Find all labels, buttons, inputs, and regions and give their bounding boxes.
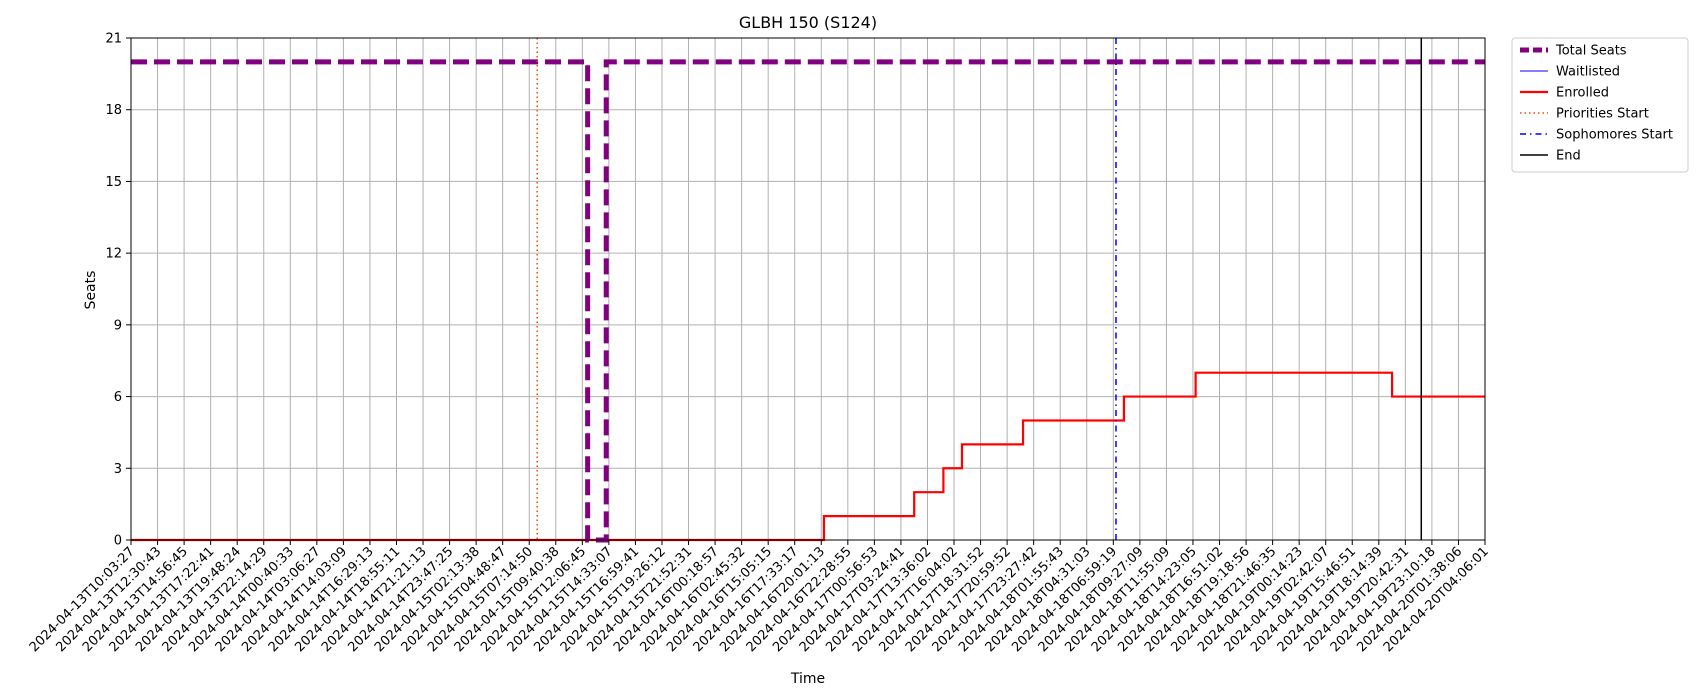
- y-axis-title: Seats: [83, 271, 99, 310]
- legend-label-end: End: [1556, 149, 1581, 164]
- legend-label-enrolled: Enrolled: [1556, 86, 1609, 101]
- y-tick-label: 12: [105, 247, 122, 262]
- y-tick-label: 21: [105, 32, 122, 47]
- x-axis: 2024-04-13T10:03:272024-04-13T12:30:4320…: [27, 540, 1492, 655]
- legend-label-sophomores-start: Sophomores Start: [1556, 128, 1673, 143]
- legend-box: [1511, 37, 1689, 173]
- y-tick-label: 0: [114, 534, 122, 549]
- chart-title: GLBH 150 (S124): [739, 13, 877, 32]
- legend-label-total-seats: Total Seats: [1555, 44, 1627, 59]
- grid: [130, 37, 1486, 541]
- series-enrolled: [131, 371, 1485, 542]
- y-tick-label: 3: [114, 462, 122, 477]
- y-tick-label: 18: [105, 103, 122, 118]
- y-tick-label: 9: [114, 318, 122, 333]
- y-tick-label: 6: [114, 390, 122, 405]
- y-axis: 0 3 6 9 12 15 18 21: [105, 32, 131, 549]
- legend: Total Seats Waitlisted Enrolled Priorities …: [1511, 37, 1689, 173]
- series-layer: [131, 38, 1485, 543]
- y-tick-label: 15: [105, 175, 122, 190]
- x-axis-title: Time: [790, 671, 825, 687]
- plot-frame: [130, 37, 1486, 541]
- legend-label-waitlisted: Waitlisted: [1556, 65, 1620, 80]
- legend-label-priorities-start: Priorities Start: [1556, 107, 1649, 122]
